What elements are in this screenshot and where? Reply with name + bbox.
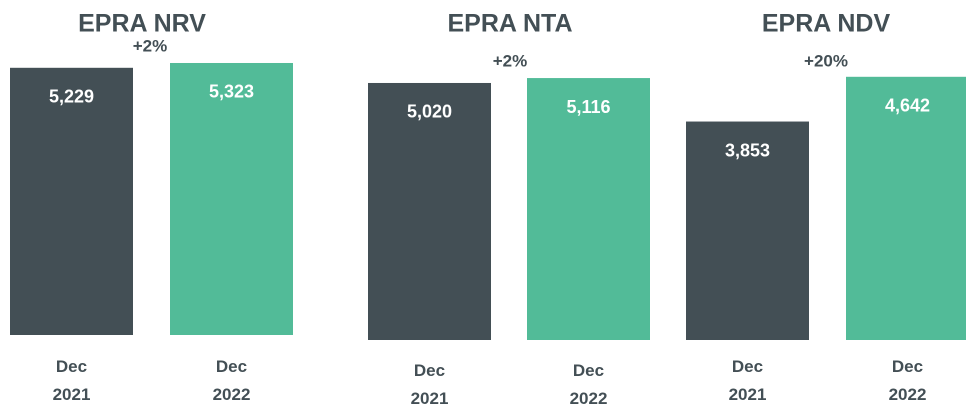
- panel-title: EPRA NDV: [762, 10, 891, 38]
- category-label: Dec 2021: [411, 361, 449, 408]
- value-label: 5,323: [209, 82, 254, 102]
- change-annotation: +20%: [804, 51, 848, 70]
- change-annotation: +2%: [493, 51, 528, 70]
- bar: [686, 121, 809, 340]
- category-label: Dec 2022: [889, 357, 927, 404]
- value-label: 4,642: [885, 96, 930, 116]
- panel-title: EPRA NRV: [78, 10, 206, 38]
- category-label: Dec 2021: [729, 357, 767, 404]
- value-label: 5,116: [566, 97, 610, 117]
- value-label: 5,229: [49, 87, 94, 107]
- panel-title: EPRA NTA: [448, 10, 573, 38]
- value-label: 5,020: [407, 102, 452, 122]
- bar: [10, 67, 133, 336]
- value-label: 3,853: [725, 140, 770, 160]
- category-label: Dec 2022: [570, 361, 608, 408]
- bar: [368, 82, 491, 340]
- bar: [527, 78, 650, 341]
- category-label: Dec 2022: [213, 357, 251, 404]
- bar: [170, 62, 293, 336]
- change-annotation: +2%: [133, 36, 168, 55]
- bar: [846, 76, 966, 341]
- category-label: Dec 2021: [53, 357, 91, 404]
